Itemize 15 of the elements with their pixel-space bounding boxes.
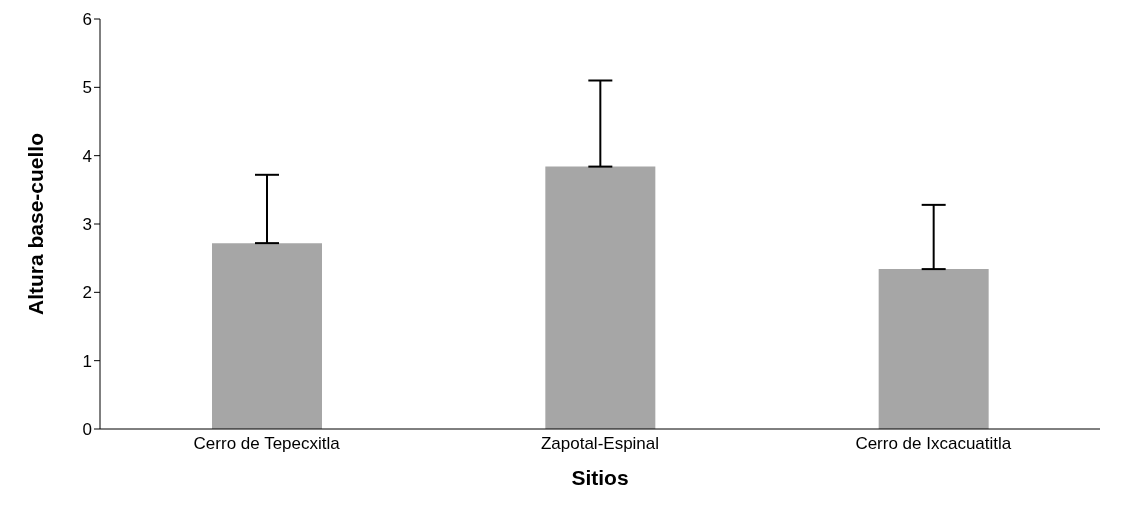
y-tick-label: 0 xyxy=(82,420,92,440)
x-tick-label: Zapotal-Espinal xyxy=(540,434,660,454)
y-tick-label: 5 xyxy=(82,78,92,98)
bar xyxy=(878,269,989,429)
x-tick-label: Cerro de Ixcacuatitla xyxy=(855,434,1012,454)
bar xyxy=(212,243,322,429)
y-tick-label: 3 xyxy=(82,215,92,235)
y-axis-title: Altura base-cuello xyxy=(24,132,48,316)
y-tick-label: 6 xyxy=(82,10,92,30)
x-axis-title: Sitios xyxy=(571,466,629,489)
bar xyxy=(545,166,656,429)
y-tick-label: 1 xyxy=(82,351,92,371)
x-tick-label: Cerro de Tepecxitla xyxy=(193,434,341,454)
y-tick-label: 4 xyxy=(82,146,92,166)
y-tick-label: 2 xyxy=(82,283,92,303)
